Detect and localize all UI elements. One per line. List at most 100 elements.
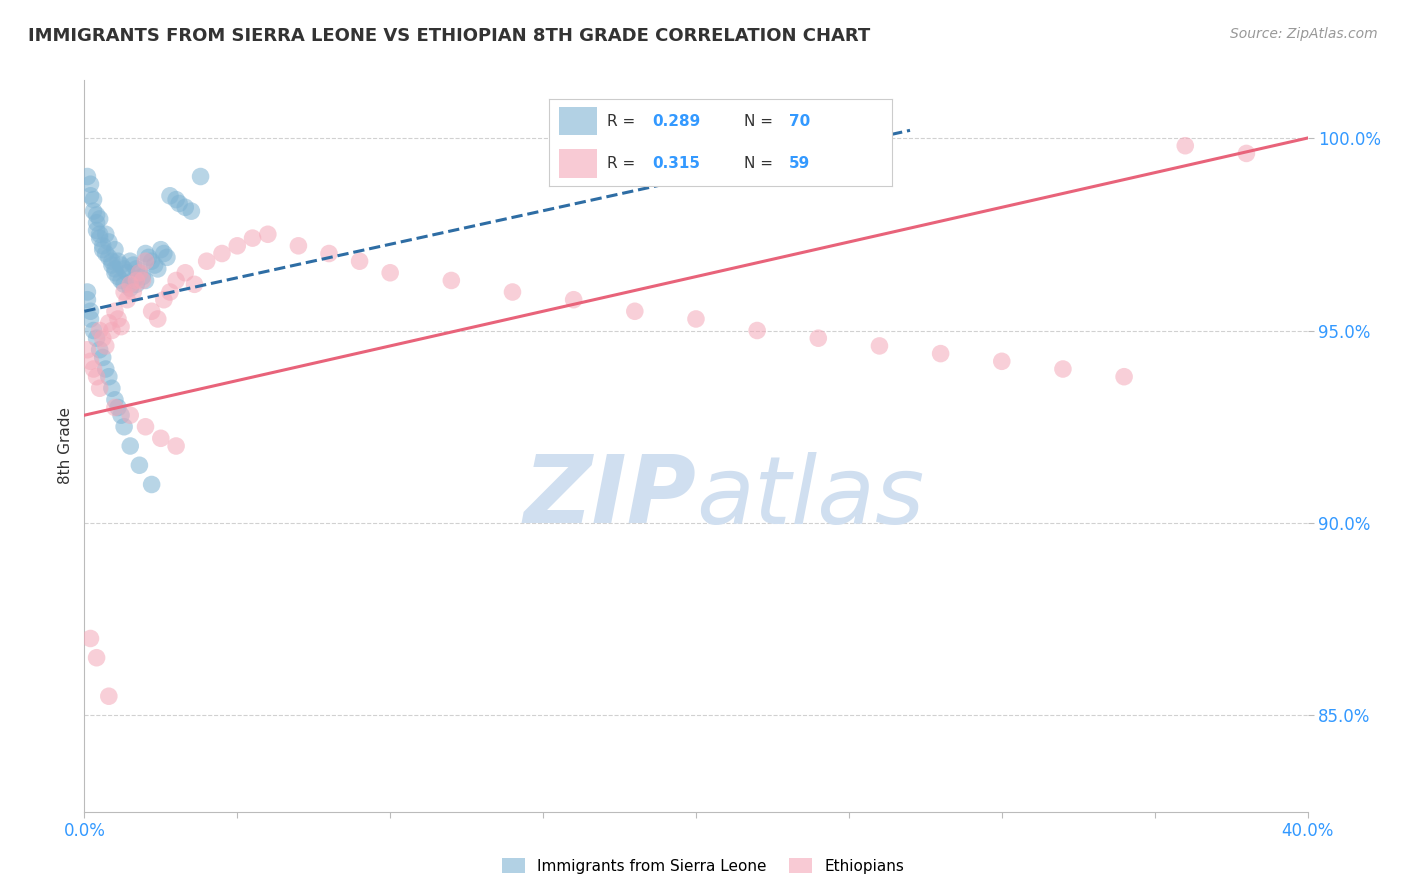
Point <box>86 650 108 665</box>
Point <box>128 266 150 280</box>
Point <box>107 312 129 326</box>
Point <box>125 273 148 287</box>
Point <box>120 439 142 453</box>
Point <box>94 362 117 376</box>
Point <box>89 227 111 242</box>
Point <box>807 331 830 345</box>
Point <box>94 246 117 260</box>
Point <box>101 258 124 272</box>
Point <box>624 304 647 318</box>
Point <box>122 258 145 272</box>
Point <box>318 246 340 260</box>
Point <box>174 266 197 280</box>
Point <box>135 419 157 434</box>
Point <box>128 458 150 473</box>
Text: IMMIGRANTS FROM SIERRA LEONE VS ETHIOPIAN 8TH GRADE CORRELATION CHART: IMMIGRANTS FROM SIERRA LEONE VS ETHIOPIA… <box>28 27 870 45</box>
Point <box>104 243 127 257</box>
Point <box>94 339 117 353</box>
Point <box>83 324 105 338</box>
Point <box>131 269 153 284</box>
Point <box>120 254 142 268</box>
Point <box>211 246 233 260</box>
Point <box>97 369 120 384</box>
Point <box>1052 362 1074 376</box>
Point <box>159 285 181 299</box>
Point <box>135 246 157 260</box>
Point <box>104 392 127 407</box>
Point <box>79 304 101 318</box>
Point <box>128 266 150 280</box>
Point <box>89 381 111 395</box>
Point <box>110 408 132 422</box>
Point <box>83 362 105 376</box>
Point <box>91 331 114 345</box>
Point <box>141 254 163 268</box>
Point <box>929 346 952 360</box>
Point <box>86 216 108 230</box>
Point <box>135 273 157 287</box>
Point <box>86 331 108 345</box>
Point <box>76 285 98 299</box>
Point <box>125 277 148 292</box>
Point <box>165 439 187 453</box>
Point <box>104 401 127 415</box>
Point <box>104 304 127 318</box>
Point <box>91 351 114 365</box>
Point <box>349 254 371 268</box>
Point <box>165 273 187 287</box>
Point <box>104 266 127 280</box>
Point <box>159 188 181 202</box>
Point <box>89 343 111 357</box>
Point <box>89 211 111 226</box>
Point <box>104 261 127 276</box>
Point <box>86 208 108 222</box>
Point <box>112 277 135 292</box>
Point <box>97 235 120 249</box>
Point <box>167 196 190 211</box>
Point <box>110 258 132 272</box>
Point <box>180 204 202 219</box>
Point <box>1114 369 1136 384</box>
Text: atlas: atlas <box>696 451 924 542</box>
Point <box>141 477 163 491</box>
Point <box>112 419 135 434</box>
Point <box>156 251 179 265</box>
Point <box>869 339 891 353</box>
Point <box>76 169 98 184</box>
Point <box>135 254 157 268</box>
Point <box>86 223 108 237</box>
Point <box>120 408 142 422</box>
Y-axis label: 8th Grade: 8th Grade <box>58 408 73 484</box>
Point <box>79 354 101 368</box>
Point <box>141 304 163 318</box>
Point <box>79 632 101 646</box>
Point <box>153 246 176 260</box>
Point <box>153 293 176 307</box>
Point <box>257 227 280 242</box>
Point <box>195 254 218 268</box>
Point <box>107 401 129 415</box>
Point <box>146 312 169 326</box>
Point <box>94 227 117 242</box>
Point <box>101 324 124 338</box>
Point <box>101 381 124 395</box>
Point <box>83 204 105 219</box>
Text: Source: ZipAtlas.com: Source: ZipAtlas.com <box>1230 27 1378 41</box>
Point <box>122 273 145 287</box>
Point <box>115 266 138 280</box>
Point <box>76 343 98 357</box>
Point <box>1174 138 1197 153</box>
Point <box>190 169 212 184</box>
Point <box>138 251 160 265</box>
Point <box>97 316 120 330</box>
Point <box>79 188 101 202</box>
Point <box>149 431 172 445</box>
Point <box>120 277 142 292</box>
Legend: Immigrants from Sierra Leone, Ethiopians: Immigrants from Sierra Leone, Ethiopians <box>495 852 911 880</box>
Point <box>380 266 402 280</box>
Point <box>440 273 463 287</box>
Point <box>149 243 172 257</box>
Point <box>89 231 111 245</box>
Point <box>122 285 145 299</box>
Point <box>112 285 135 299</box>
